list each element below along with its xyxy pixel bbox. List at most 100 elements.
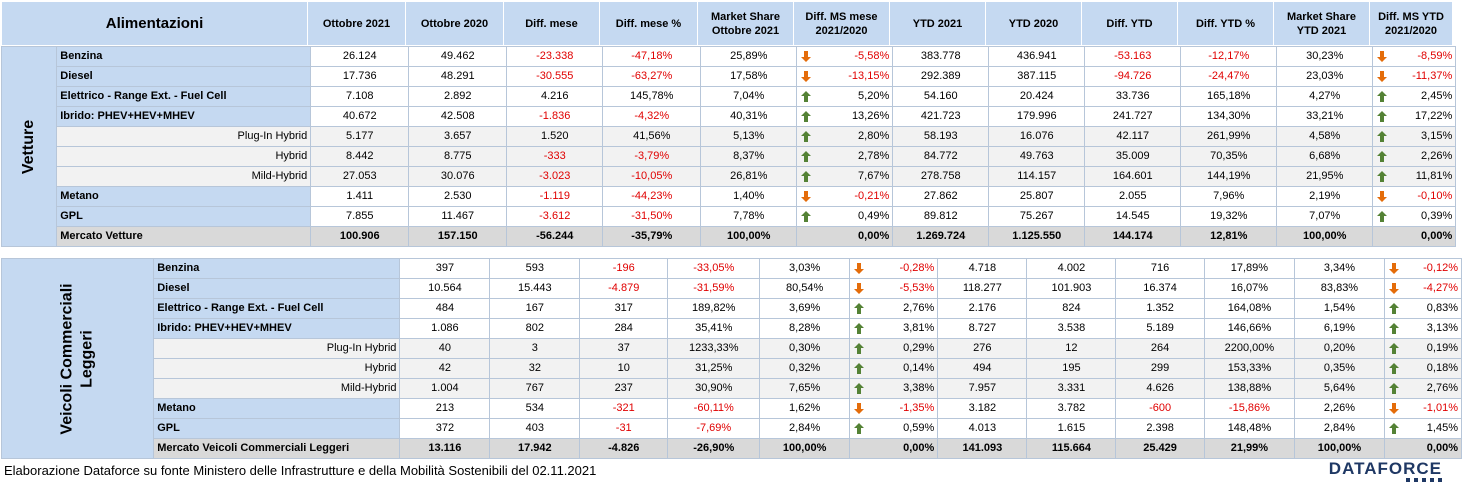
cell-value: 8.727 — [937, 318, 1028, 339]
cell-value: 165,18% — [1180, 86, 1278, 107]
cell-value: 0,29% — [903, 342, 935, 354]
cell-value: 10 — [579, 358, 669, 379]
cell-value: 25.807 — [988, 186, 1086, 207]
ms-diff-cell: 0,00% — [796, 226, 894, 247]
cell-value: -35,79% — [602, 226, 702, 247]
cell-value: 138,88% — [1203, 378, 1296, 399]
cell-value: 157.150 — [408, 226, 508, 247]
table-row: Veicoli Commerciali Leggeri Benzina 397 593-… — [0, 258, 1462, 459]
cell-value: 144,19% — [1180, 166, 1278, 187]
cell-value: 115.664 — [1026, 438, 1117, 459]
cell-value: 148,48% — [1203, 418, 1296, 439]
cell-value: 100.906 — [310, 226, 410, 247]
table-row: Elettrico - Range Ext. - Fuel Cell 7.108 2… — [2, 86, 1457, 107]
table-row: Hybrid 8.442 8.775 -333 -3,79% 8,37% 2,78% 84.7… — [2, 146, 1457, 167]
cell-value: 3.657 — [408, 126, 508, 147]
cell-value: 213 — [399, 398, 491, 419]
cell-value: 2.530 — [408, 186, 508, 207]
group-label-line: Veicoli Commerciali — [58, 282, 76, 435]
table-row: Metano 1.411 2.530 -1.119 -44,23% 1,40% -0,21%… — [2, 186, 1457, 207]
ms-diff-cell: 0,19% — [1383, 338, 1462, 359]
cell-value: 17,22% — [1414, 110, 1453, 122]
cell-value: 145,78% — [602, 86, 702, 107]
arrow-down-icon — [1388, 403, 1399, 414]
cell-value: 16.076 — [988, 126, 1086, 147]
cell-value: 3 — [489, 338, 581, 359]
ms-diff-cell: 2,45% — [1372, 86, 1457, 107]
group-label: Veicoli Commerciali Leggeri — [0, 258, 155, 459]
row-label: Benzina — [153, 258, 401, 279]
cell-value: 7.957 — [937, 378, 1028, 399]
arrow-up-icon — [801, 151, 812, 162]
cell-value: 383.778 — [892, 46, 990, 67]
cell-value: 16,07% — [1203, 278, 1296, 299]
row-label: Mild-Hybrid — [153, 378, 401, 399]
cell-value: 0,00% — [1426, 442, 1458, 454]
cell-value: 40.672 — [310, 106, 410, 127]
cell-value: 8.442 — [310, 146, 410, 167]
table-row: Vetture Benzina 26.124 49.462 -23.338 -47,18%… — [0, 46, 1457, 247]
cell-value: 15.443 — [489, 278, 581, 299]
cell-value: 403 — [489, 418, 581, 439]
cell-value: 0,32% — [759, 358, 850, 379]
cell-value: -31 — [579, 418, 669, 439]
cell-value: 7.108 — [310, 86, 410, 107]
cell-value: 30,90% — [667, 378, 761, 399]
cell-value: 134,30% — [1180, 106, 1278, 127]
cell-value: -56.244 — [506, 226, 604, 247]
row-label: Hybrid — [153, 358, 401, 379]
cell-value: 0,00% — [903, 442, 935, 454]
cell-value: 48.291 — [408, 66, 508, 87]
arrow-down-icon — [853, 403, 864, 414]
arrow-up-icon — [1377, 111, 1388, 122]
cell-value: 4.718 — [937, 258, 1028, 279]
cell-value: 2,84% — [759, 418, 850, 439]
cell-value: -15,86% — [1203, 398, 1296, 419]
arrow-up-icon — [1388, 383, 1399, 394]
cell-value: 0,39% — [1421, 210, 1453, 222]
group-label-text: Vetture — [20, 119, 38, 174]
cell-value: 7.855 — [310, 206, 410, 227]
cell-value: 16.374 — [1115, 278, 1205, 299]
cell-value: 824 — [1026, 298, 1117, 319]
cell-value: 1,54% — [1294, 298, 1385, 319]
header-cell: Diff. mese — [503, 1, 600, 46]
row-label: Diesel — [153, 278, 401, 299]
cell-value: 19,32% — [1180, 206, 1278, 227]
row-label: Plug-In Hybrid — [56, 126, 312, 147]
cell-value: 141.093 — [937, 438, 1028, 459]
cell-value: -10,05% — [602, 166, 702, 187]
cell-value: 8.775 — [408, 146, 508, 167]
cell-value: 58.193 — [892, 126, 990, 147]
cell-value: 2.892 — [408, 86, 508, 107]
cell-value: 42 — [399, 358, 491, 379]
cell-value: 49.763 — [988, 146, 1086, 167]
cell-value: 3,69% — [759, 298, 850, 319]
ms-diff-cell: 1,45% — [1383, 418, 1462, 439]
cell-value: 0,30% — [759, 338, 850, 359]
cell-value: 2200,00% — [1203, 338, 1296, 359]
cell-value: 767 — [489, 378, 581, 399]
arrow-up-icon — [801, 171, 812, 182]
cell-value: 5.177 — [310, 126, 410, 147]
ms-diff-cell: -1,01% — [1383, 398, 1462, 419]
arrow-up-icon — [801, 111, 812, 122]
ms-diff-cell: 3,15% — [1372, 126, 1457, 147]
arrow-up-icon — [801, 131, 812, 142]
cell-value: 1.352 — [1115, 298, 1205, 319]
row-label: Metano — [56, 186, 312, 207]
table-row: Ibrido: PHEV+HEV+MHEV 40.672 42.508 -1.836-… — [2, 106, 1457, 127]
cell-value: 278.758 — [892, 166, 990, 187]
section-vetture-table: Vetture Benzina 26.124 49.462 -23.338 -47,18%… — [0, 46, 1457, 247]
cell-value: 26,81% — [700, 166, 798, 187]
arrow-up-icon — [1377, 171, 1388, 182]
cell-value: 2,78% — [858, 150, 890, 162]
arrow-down-icon — [801, 191, 812, 202]
cell-value: 2,76% — [903, 302, 935, 314]
row-label: Plug-In Hybrid — [153, 338, 401, 359]
cell-value: -196 — [579, 258, 669, 279]
cell-value: 1.004 — [399, 378, 491, 399]
ms-diff-cell: -13,15% — [796, 66, 894, 87]
arrow-up-icon — [853, 363, 864, 374]
table-row: Diesel 17.736 48.291 -30.555 -63,27% 17,58% -1… — [2, 66, 1457, 87]
